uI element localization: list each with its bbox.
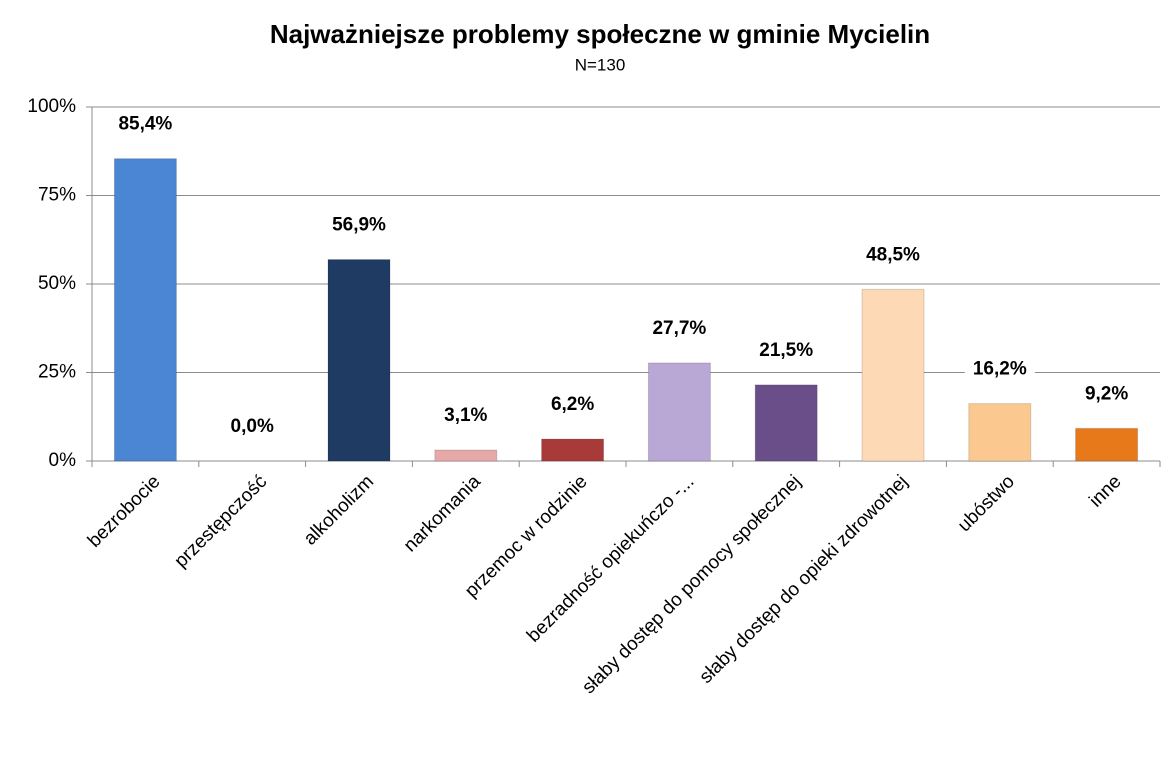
value-label: 6,2% xyxy=(551,394,594,415)
value-label-group: 48,5% xyxy=(858,240,929,270)
value-label-group: 21,5% xyxy=(751,335,822,365)
x-tick-label: słaby dostęp do pomocy społecznej xyxy=(578,471,805,698)
value-label-bg xyxy=(964,354,1035,384)
x-tick-label: alkoholizm xyxy=(300,471,378,549)
x-tick-label: przestępczość xyxy=(171,471,272,572)
value-label-bg xyxy=(222,412,282,442)
y-tick-label: 100% xyxy=(27,96,76,117)
bar xyxy=(434,449,498,462)
value-label: 48,5% xyxy=(866,244,920,265)
y-tick-label: 0% xyxy=(49,450,77,471)
value-label-group: 0,0% xyxy=(222,412,282,442)
value-label-group: 3,1% xyxy=(436,401,496,431)
y-tick-label: 50% xyxy=(38,273,76,294)
value-label-bg xyxy=(436,401,496,431)
value-label-group: 9,2% xyxy=(1076,379,1137,409)
value-label: 56,9% xyxy=(332,215,386,236)
value-label-bg xyxy=(1076,379,1137,409)
value-label: 21,5% xyxy=(759,340,813,361)
x-tick-label: inne xyxy=(1085,471,1125,511)
value-label: 3,1% xyxy=(444,405,487,426)
value-label-bg xyxy=(542,390,603,420)
bar xyxy=(541,438,605,462)
value-label-bg xyxy=(858,240,929,270)
value-label-bg xyxy=(110,109,181,139)
value-label: 85,4% xyxy=(118,114,172,135)
value-label-bg xyxy=(644,313,715,343)
y-tick-label: 75% xyxy=(38,185,76,206)
bar xyxy=(1075,427,1139,462)
value-label: 0,0% xyxy=(231,416,274,437)
chart-subtitle: N=130 xyxy=(575,55,626,74)
bar xyxy=(861,288,925,462)
y-tick-label: 25% xyxy=(38,362,76,383)
value-label-bg xyxy=(751,335,822,365)
value-label-bg xyxy=(324,210,395,240)
bar xyxy=(754,384,818,462)
value-label: 9,2% xyxy=(1085,383,1128,404)
x-tick-label: bezrobocie xyxy=(84,471,165,552)
bar xyxy=(647,362,711,462)
x-tick-label: ubóstwo xyxy=(954,471,1019,536)
value-label-group: 27,7% xyxy=(644,313,715,343)
value-label: 27,7% xyxy=(652,318,706,339)
value-label-group: 6,2% xyxy=(542,390,603,420)
x-tick-label: słaby dostęp do opieki zdrowotnej xyxy=(696,471,913,688)
bar xyxy=(113,158,177,462)
bar xyxy=(327,259,391,462)
value-label-group: 56,9% xyxy=(324,210,395,240)
x-tick-label: narkomania xyxy=(400,471,485,556)
chart-title: Najważniejsze problemy społeczne w gmini… xyxy=(270,19,930,49)
value-label-group: 85,4% xyxy=(110,109,181,139)
value-label: 16,2% xyxy=(973,359,1027,380)
bar xyxy=(968,403,1032,462)
value-label-group: 16,2% xyxy=(964,354,1035,384)
